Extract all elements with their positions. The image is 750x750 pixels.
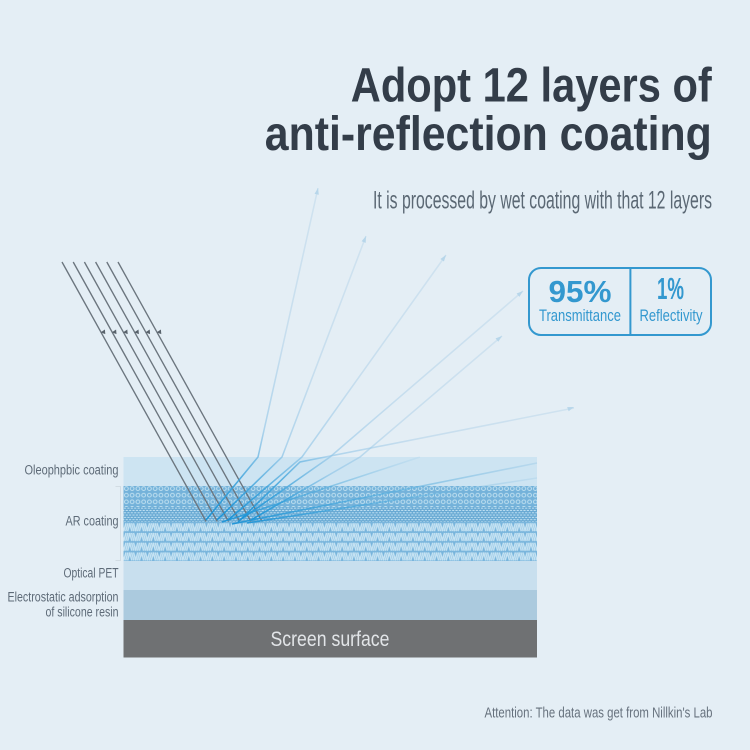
svg-text:1%: 1% bbox=[657, 271, 684, 306]
svg-text:Oleophpbic coating: Oleophpbic coating bbox=[25, 463, 119, 478]
svg-text:It is processed by wet coating: It is processed by wet coating with that… bbox=[373, 187, 712, 215]
svg-text:Screen surface: Screen surface bbox=[271, 627, 390, 651]
svg-text:of silicone resin: of silicone resin bbox=[46, 605, 119, 620]
svg-text:95%: 95% bbox=[549, 274, 612, 309]
svg-text:Transmittance: Transmittance bbox=[539, 307, 621, 325]
svg-text:Adopt 12 layers of: Adopt 12 layers of bbox=[351, 59, 713, 113]
svg-text:AR coating: AR coating bbox=[66, 514, 119, 529]
svg-text:Optical PET: Optical PET bbox=[64, 566, 119, 581]
svg-text:anti-reflection coating: anti-reflection coating bbox=[265, 107, 712, 161]
svg-text:Reflectivity: Reflectivity bbox=[640, 307, 704, 325]
svg-text:Attention: The data was get fr: Attention: The data was get from Nillkin… bbox=[485, 706, 713, 722]
svg-text:Electrostatic adsorption: Electrostatic adsorption bbox=[8, 590, 119, 605]
